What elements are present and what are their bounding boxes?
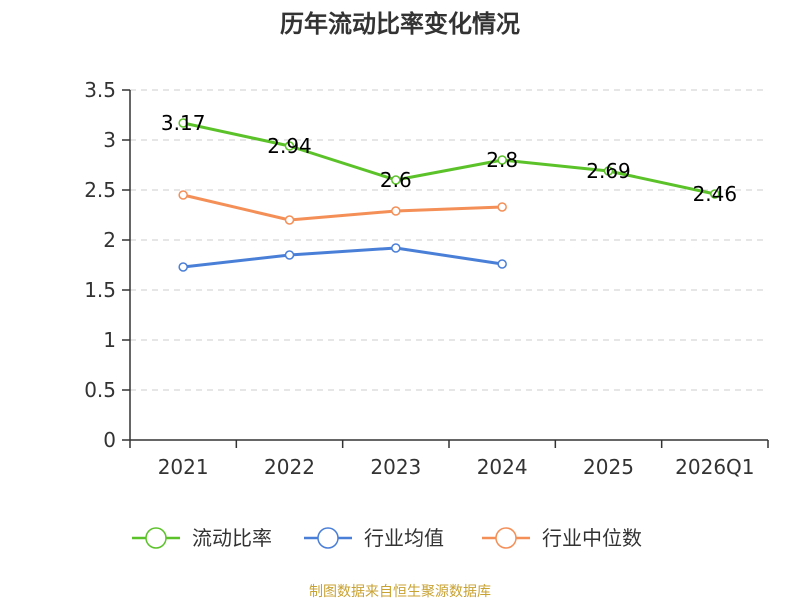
series-line: [182, 121, 716, 196]
y-tick-label: 1.5: [84, 278, 116, 302]
legend-label: 行业中位数: [542, 526, 642, 550]
series-line: [182, 246, 503, 269]
axis-layer: 0 0.5 1 1.5 2 2.5 3 3.5 2021 2022 2023 2024 2025 2026…: [84, 78, 769, 479]
legend-marker: [145, 527, 167, 549]
x-tick-label: 2022: [264, 455, 315, 479]
data-point: [710, 189, 720, 199]
chart-title: 历年流动比率变化情况: [280, 10, 520, 38]
legend: 流动比率 行业均值 行业中位数: [132, 526, 642, 550]
data-point: [178, 190, 188, 200]
data-point: [178, 118, 188, 128]
y-tick-label: 2.5: [84, 178, 116, 202]
data-label: 2.6: [380, 168, 412, 192]
data-point: [178, 262, 188, 272]
x-tick-label: 2024: [477, 455, 528, 479]
label-layer: 3.17 2.94 2.6 2.8 2.69 2.46: [161, 111, 737, 206]
data-point: [497, 259, 507, 269]
grid-layer: [130, 89, 768, 391]
series-layer: [178, 118, 720, 272]
legend-marker: [317, 527, 339, 549]
legend-marker: [495, 527, 517, 549]
legend-label: 行业均值: [364, 526, 444, 550]
x-tick-label: 2026Q1: [675, 455, 754, 479]
data-point: [391, 175, 401, 185]
x-tick-label: 2023: [370, 455, 421, 479]
data-point: [391, 206, 401, 216]
x-tick-label: 2021: [158, 455, 209, 479]
y-tick-label: 2: [103, 228, 116, 252]
data-point: [284, 141, 295, 151]
data-label: 3.17: [161, 111, 206, 135]
data-label: 2.94: [267, 134, 312, 158]
data-point: [603, 166, 614, 176]
data-point: [284, 250, 295, 260]
source-note: 制图数据来自恒生聚源数据库: [309, 584, 491, 600]
data-point: [391, 243, 401, 253]
data-point: [284, 215, 295, 225]
x-tick-label: 2025: [583, 455, 634, 479]
data-label: 2.8: [486, 148, 518, 172]
y-tick-label: 0: [103, 428, 116, 452]
legend-label: 流动比率: [192, 526, 272, 550]
y-tick-label: 3: [103, 128, 116, 152]
data-label: 2.46: [693, 182, 738, 206]
y-tick-label: 0.5: [84, 378, 116, 402]
data-point: [497, 202, 507, 212]
data-label: 2.69: [586, 159, 631, 183]
y-tick-label: 3.5: [84, 78, 116, 102]
y-tick-label: 1: [103, 328, 116, 352]
series-line: [182, 193, 503, 222]
data-point: [497, 155, 507, 165]
